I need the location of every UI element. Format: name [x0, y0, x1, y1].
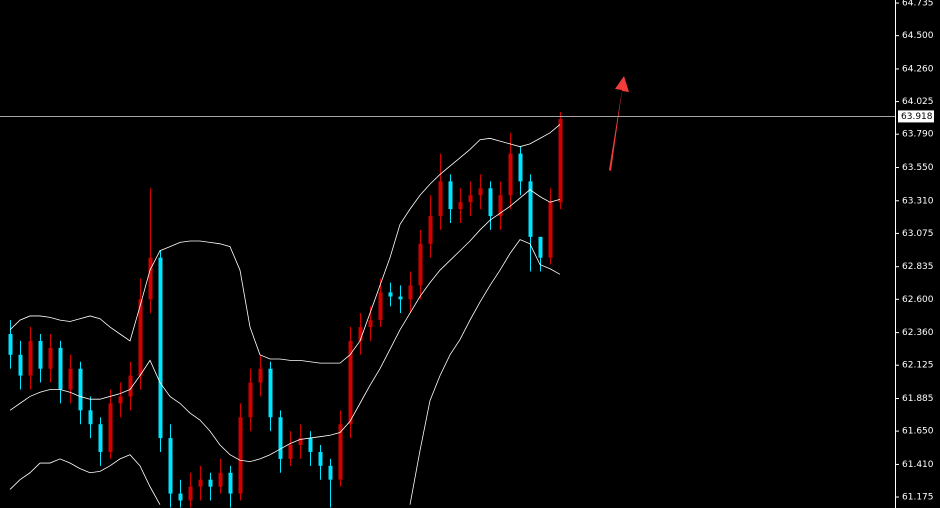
- y-tick-label: 64.025: [902, 97, 934, 107]
- candle-body: [258, 368, 263, 383]
- candle-body: [378, 292, 383, 321]
- candle-body: [348, 340, 353, 425]
- candle-body: [418, 243, 423, 286]
- y-tick-label: 64.735: [902, 0, 934, 9]
- candle-body: [308, 438, 313, 452]
- y-tick-label: 62.835: [902, 262, 934, 272]
- candle-body: [138, 299, 143, 376]
- candle-body: [468, 195, 473, 203]
- candle-body: [178, 493, 183, 501]
- y-tick-label: 63.075: [902, 229, 934, 239]
- candle-body: [298, 438, 303, 446]
- y-tick-label: 61.175: [902, 493, 934, 503]
- candle-body: [198, 479, 203, 487]
- candle-body: [228, 472, 233, 494]
- candle-body: [358, 327, 363, 341]
- band-lower: [9, 239, 561, 505]
- candle-body: [278, 417, 283, 459]
- candle-body: [478, 188, 483, 196]
- candle-body: [328, 465, 333, 480]
- candle-body: [218, 472, 223, 487]
- candle-body: [68, 368, 73, 390]
- y-tick-label: 62.600: [902, 295, 934, 305]
- candle-body: [408, 285, 413, 300]
- candle-body: [78, 368, 83, 411]
- y-tick-label: 64.260: [902, 64, 934, 74]
- candle-body: [288, 445, 293, 459]
- candle-body: [318, 451, 323, 466]
- candle-body: [268, 368, 273, 418]
- current-price-box: [898, 110, 934, 123]
- candle-body: [98, 424, 103, 452]
- y-tick-label: 62.360: [902, 328, 934, 338]
- current-price-label: 63.918: [901, 112, 933, 122]
- candle-body: [518, 153, 523, 182]
- candle-body: [8, 333, 13, 355]
- candle-body: [208, 479, 213, 487]
- candle-body: [498, 195, 503, 217]
- band-middle: [9, 189, 561, 463]
- candle-body: [338, 424, 343, 480]
- candle-body: [238, 417, 243, 494]
- candle-body: [428, 216, 433, 244]
- candle-body: [438, 181, 443, 217]
- y-tick-label: 63.790: [902, 130, 934, 140]
- y-tick-label: 61.650: [902, 427, 934, 437]
- candle-body: [158, 257, 163, 439]
- candle-body: [548, 202, 553, 258]
- candle-body: [368, 320, 373, 328]
- y-tick-label: 63.310: [902, 196, 934, 206]
- candle-body: [48, 347, 53, 369]
- candle-body: [38, 340, 43, 369]
- candle-body: [168, 438, 173, 494]
- candle-body: [88, 410, 93, 425]
- candle-body: [28, 340, 33, 376]
- candle-body: [118, 396, 123, 404]
- candle-body: [188, 486, 193, 501]
- candle-body: [488, 188, 493, 217]
- candle-body: [508, 153, 513, 196]
- y-tick-label: 61.885: [902, 394, 934, 404]
- candle-body: [538, 236, 543, 258]
- candle-body: [248, 382, 253, 418]
- candle-body: [128, 375, 133, 397]
- candle-body: [18, 354, 23, 376]
- candle-body: [58, 347, 63, 390]
- y-tick-label: 62.125: [902, 361, 934, 371]
- plot-area: [8, 111, 563, 508]
- candle-body: [458, 202, 463, 210]
- candle-body: [528, 181, 533, 237]
- candle-body: [148, 257, 153, 300]
- y-tick-label: 63.550: [902, 163, 934, 173]
- y-tick-label: 64.500: [902, 31, 934, 41]
- y-tick-label: 61.410: [902, 460, 934, 470]
- candle-body: [398, 296, 403, 300]
- candle-body: [448, 181, 453, 210]
- arrow: [609, 76, 629, 171]
- candle-body: [108, 403, 113, 452]
- band-upper: [9, 124, 561, 364]
- candle-body: [558, 118, 563, 203]
- candle-body: [388, 292, 393, 297]
